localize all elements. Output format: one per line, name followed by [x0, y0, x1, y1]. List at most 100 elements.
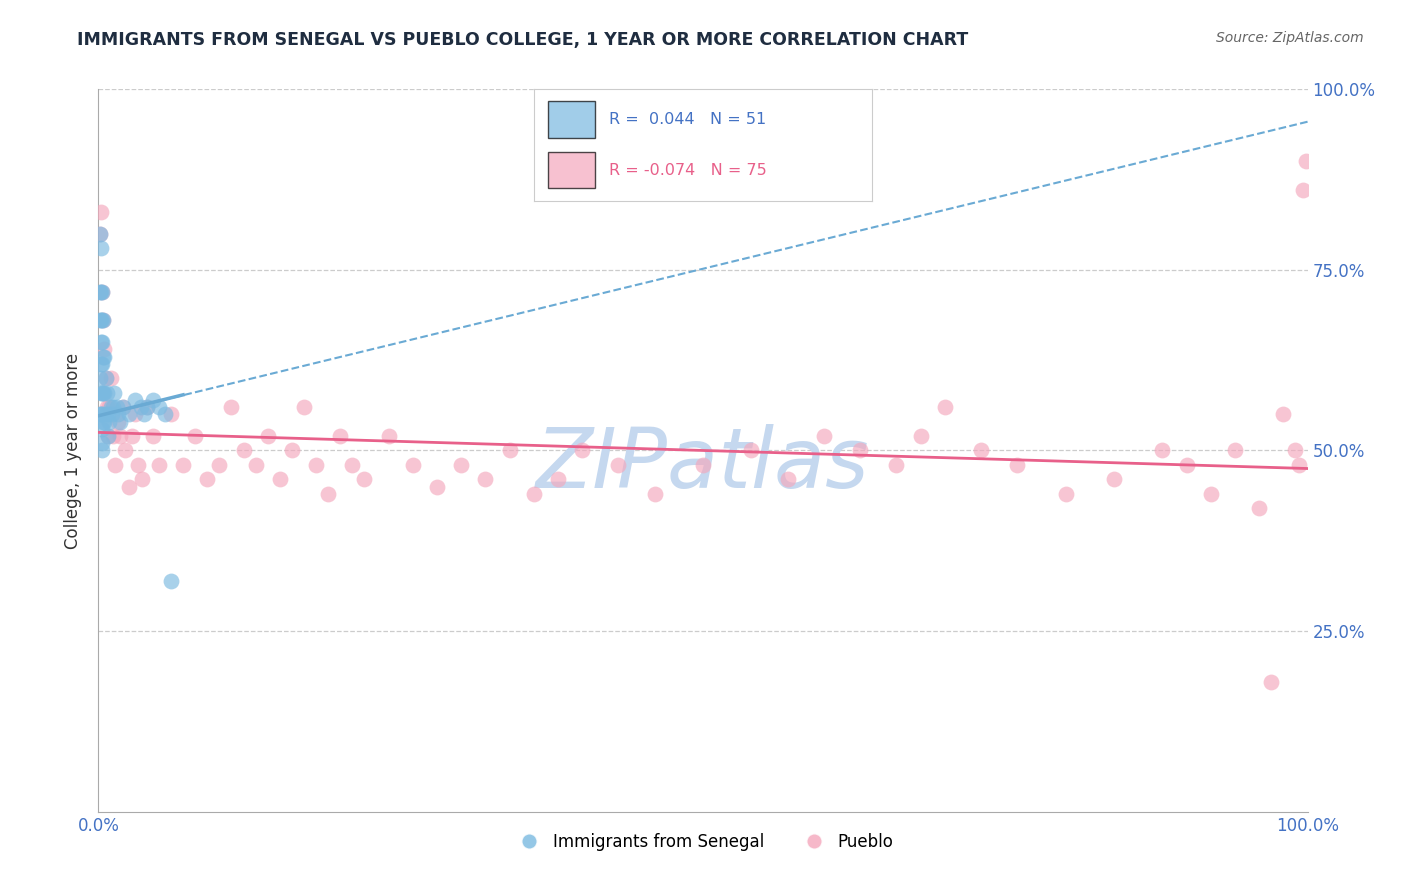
Point: [91, 436, 114, 450]
Point: [142, 392, 165, 407]
Point: [160, 407, 183, 421]
Point: [129, 400, 152, 414]
Text: R =  0.044   N = 51: R = 0.044 N = 51: [609, 112, 766, 128]
Point: [221, 400, 243, 414]
Point: [90, 205, 112, 219]
Point: [96, 400, 118, 414]
Point: [131, 472, 153, 486]
Point: [114, 443, 136, 458]
Point: [89, 371, 111, 385]
Point: [740, 443, 762, 458]
Point: [776, 472, 799, 486]
Point: [281, 443, 304, 458]
Point: [121, 429, 143, 443]
Point: [107, 407, 129, 421]
Point: [91, 385, 114, 400]
Point: [90, 407, 112, 421]
Point: [329, 429, 352, 443]
Point: [232, 443, 254, 458]
Point: [1249, 501, 1271, 516]
FancyBboxPatch shape: [548, 102, 595, 138]
Point: [91, 285, 114, 299]
Point: [118, 407, 141, 421]
Point: [142, 429, 165, 443]
Point: [1260, 674, 1282, 689]
Point: [1272, 407, 1295, 421]
Point: [90, 334, 112, 349]
Point: [90, 313, 112, 327]
Point: [269, 472, 291, 486]
Legend: Immigrants from Senegal, Pueblo: Immigrants from Senegal, Pueblo: [506, 826, 900, 857]
Point: [91, 385, 114, 400]
Point: [91, 415, 114, 429]
Text: Source: ZipAtlas.com: Source: ZipAtlas.com: [1216, 31, 1364, 45]
Point: [305, 458, 328, 472]
Point: [91, 334, 114, 349]
Point: [153, 407, 176, 421]
Point: [1102, 472, 1125, 486]
Point: [94, 407, 117, 421]
Point: [523, 487, 546, 501]
Point: [90, 357, 112, 371]
Point: [910, 429, 932, 443]
Point: [245, 458, 267, 472]
Point: [208, 458, 231, 472]
Point: [813, 429, 835, 443]
Point: [89, 313, 111, 327]
Point: [135, 400, 157, 414]
Point: [100, 371, 122, 385]
Point: [692, 458, 714, 472]
Point: [108, 415, 131, 429]
Point: [377, 429, 399, 443]
Point: [426, 480, 449, 494]
Point: [1199, 487, 1222, 501]
Point: [474, 472, 496, 486]
Point: [93, 385, 115, 400]
Point: [127, 458, 149, 472]
Point: [104, 458, 127, 472]
Point: [134, 407, 156, 421]
Point: [91, 350, 114, 364]
Point: [91, 443, 114, 458]
Point: [195, 472, 218, 486]
Point: [184, 429, 207, 443]
Point: [91, 422, 114, 436]
Point: [1292, 183, 1315, 197]
Point: [111, 400, 134, 414]
Point: [89, 407, 111, 421]
Text: ZIPatlas: ZIPatlas: [536, 425, 870, 506]
Point: [135, 400, 157, 414]
Point: [97, 429, 120, 443]
Point: [607, 458, 630, 472]
Point: [256, 429, 278, 443]
Point: [101, 400, 124, 414]
Point: [571, 443, 593, 458]
Point: [547, 472, 569, 486]
Point: [111, 400, 134, 414]
Point: [886, 458, 908, 472]
Point: [94, 371, 117, 385]
Point: [1295, 154, 1317, 169]
Point: [644, 487, 666, 501]
Point: [97, 407, 120, 421]
Point: [96, 385, 118, 400]
Point: [90, 385, 112, 400]
Point: [91, 285, 114, 299]
Point: [91, 407, 114, 421]
Point: [172, 458, 194, 472]
Point: [100, 407, 122, 421]
Point: [103, 385, 125, 400]
Point: [105, 400, 128, 414]
Point: [1223, 443, 1246, 458]
Point: [100, 400, 122, 414]
Point: [402, 458, 425, 472]
Point: [292, 400, 315, 414]
Point: [89, 227, 111, 241]
Point: [91, 313, 114, 327]
Point: [342, 458, 364, 472]
Point: [89, 285, 111, 299]
Point: [1054, 487, 1077, 501]
Point: [89, 227, 111, 241]
Point: [849, 443, 872, 458]
Point: [1152, 443, 1174, 458]
